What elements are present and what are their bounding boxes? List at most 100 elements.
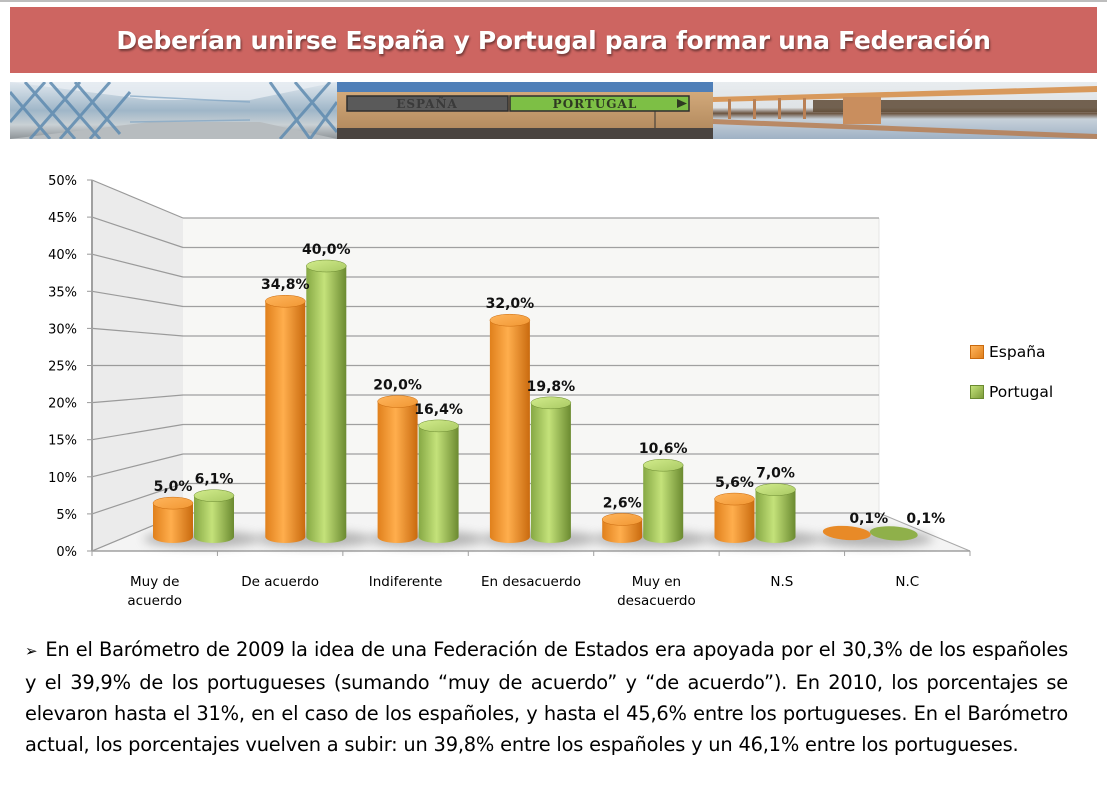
bar-body — [418, 425, 459, 543]
bar-portugal — [530, 396, 572, 543]
bar-body — [265, 301, 306, 543]
bar-espana — [714, 492, 755, 543]
y-tick-label: 0% — [56, 545, 77, 560]
y-tick-label: 5% — [56, 508, 77, 523]
bar-portugal — [306, 259, 347, 543]
y-tick-label: 20% — [48, 397, 77, 412]
chart-legend: España Portugal — [970, 342, 1053, 422]
gridline-side — [91, 179, 184, 219]
x-category-label: De acuerdo — [241, 574, 319, 590]
x-category-label: Muy de acuerdo — [127, 574, 182, 609]
bar-body — [153, 503, 193, 543]
bar-top — [377, 395, 418, 408]
bar-portugal — [418, 419, 459, 543]
legend-label-portugal: Portugal — [989, 383, 1054, 401]
bar-body — [602, 519, 643, 543]
bar-top — [152, 496, 194, 510]
legend-item-portugal: Portugal — [970, 382, 1053, 402]
data-label: 5,6% — [715, 475, 754, 491]
bar-top — [755, 483, 796, 496]
bar-top — [193, 489, 235, 502]
top-border — [0, 0, 1107, 2]
data-label: 0,1% — [906, 511, 945, 527]
bar-portugal — [193, 489, 235, 543]
data-label: 40,0% — [302, 242, 351, 258]
bar-body — [306, 266, 347, 543]
category-line: desacuerdo — [617, 593, 696, 609]
data-label: 7,0% — [756, 466, 795, 482]
sign-espana: ESPAÑA — [396, 96, 458, 111]
data-label: 19,8% — [527, 379, 576, 395]
gridline-side — [91, 216, 184, 249]
gridline-side — [91, 482, 184, 515]
y-tick-label: 45% — [48, 211, 77, 226]
data-label: 16,4% — [414, 402, 463, 418]
gridline-side — [91, 290, 184, 308]
data-label: 2,6% — [603, 495, 642, 511]
bar-espana — [489, 313, 531, 543]
gridline-side — [91, 453, 184, 478]
x-category-label: N.C — [895, 574, 919, 590]
bar-disc — [869, 526, 918, 541]
bar-espana — [601, 513, 643, 543]
bar-body — [714, 499, 755, 543]
bar-top — [418, 419, 459, 433]
gridline-side — [91, 253, 184, 278]
legend-swatch-espana — [970, 345, 984, 359]
category-line: Indiferente — [369, 574, 443, 590]
page-title: Deberían unirse España y Portugal para f… — [116, 25, 991, 55]
bar-body — [377, 401, 418, 543]
category-line: Muy de — [130, 574, 179, 590]
bar-espana — [152, 496, 194, 543]
bar-body — [194, 495, 234, 543]
y-tick-label: 50% — [48, 174, 77, 189]
summary-paragraph: ➢ En el Barómetro de 2009 la idea de una … — [25, 634, 1068, 760]
bar-top — [306, 259, 347, 273]
category-line: N.C — [895, 574, 919, 590]
river-bridge-photo — [713, 82, 1097, 139]
data-label: 5,0% — [154, 479, 193, 495]
bar-portugal — [642, 458, 684, 543]
arrow-right-icon — [677, 99, 687, 108]
border-sign-photo: ESPAÑA PORTUGAL — [337, 82, 713, 139]
bar-top — [530, 396, 572, 410]
category-line: acuerdo — [127, 593, 182, 609]
category-line: Muy en — [632, 574, 681, 590]
y-tick-label: 35% — [48, 285, 77, 300]
sign-portugal: PORTUGAL — [553, 97, 638, 111]
bar-body — [643, 465, 684, 543]
data-label: 0,1% — [849, 511, 888, 527]
bar-top — [265, 294, 306, 308]
bullet-arrow-icon: ➢ — [25, 642, 38, 660]
bar-top — [642, 458, 684, 472]
legend-item-espana: España — [970, 342, 1053, 362]
title-banner: Deberían unirse España y Portugal para f… — [10, 7, 1097, 73]
data-label: 34,8% — [261, 277, 310, 293]
data-label: 6,1% — [195, 472, 234, 488]
data-label: 20,0% — [373, 378, 422, 394]
y-tick-label: 10% — [48, 471, 77, 486]
bar-disc — [822, 525, 871, 541]
y-tick-label: 30% — [48, 322, 77, 337]
gridline-side — [91, 394, 184, 404]
bridge-walkway-photo — [10, 82, 337, 139]
bar-espana — [377, 395, 418, 543]
gridline-side — [91, 327, 184, 337]
x-category-label: Muy en desacuerdo — [617, 574, 696, 609]
bar-top — [489, 313, 531, 327]
legend-label-espana: España — [989, 343, 1046, 361]
x-category-label: N.S — [770, 574, 793, 590]
legend-swatch-portugal — [970, 385, 984, 399]
chart-canvas: 0% 5% 10% 15% 20% 25% 30% 35% 40% 45% 50% Muy de acu… — [48, 174, 971, 609]
y-tick-label: 25% — [48, 360, 77, 375]
bar-portugal — [755, 483, 796, 543]
bar-body — [489, 320, 530, 543]
data-label: 10,6% — [639, 441, 688, 457]
bar-espana — [822, 525, 871, 541]
bar-espana — [265, 294, 306, 543]
y-tick-label: 40% — [48, 248, 77, 263]
bar-top — [601, 513, 643, 526]
summary-text: En el Barómetro de 2009 la idea de una F… — [25, 638, 1068, 756]
bar-top — [714, 492, 755, 506]
bar-portugal — [869, 526, 918, 541]
